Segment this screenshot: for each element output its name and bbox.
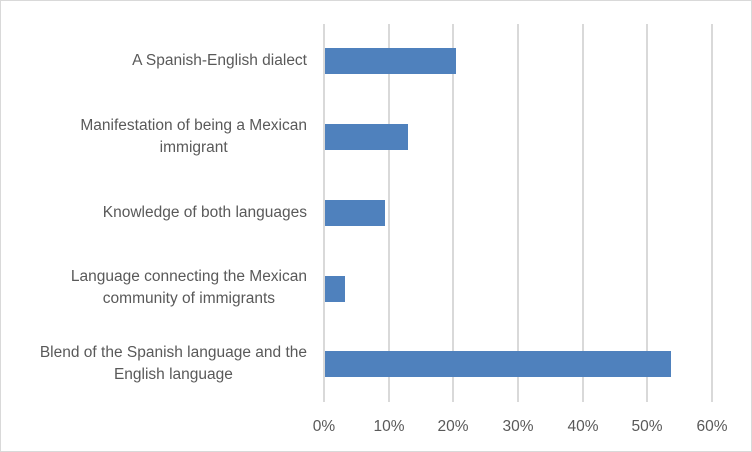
category-label-text: Language connecting the Mexican communit…: [71, 266, 307, 310]
label-line: Blend of the Spanish language and the: [39, 344, 307, 361]
gridline-20: [452, 24, 454, 402]
label-line: English language: [113, 366, 233, 383]
category-label-text: Manifestation of being a Mexican immigra…: [80, 115, 307, 159]
gridline-0: [323, 24, 325, 402]
category-label-text: Knowledge of both languages: [102, 204, 307, 221]
x-tick-label: 40%: [567, 418, 599, 435]
x-tick-label: 10%: [373, 418, 405, 435]
gridline-30: [517, 24, 519, 402]
category-label-text: Blend of the Spanish language and the En…: [40, 342, 307, 386]
gridline-40: [582, 24, 584, 402]
gridline-10: [388, 24, 390, 402]
label-line: Manifestation of being a Mexican: [80, 117, 307, 134]
x-tick-label: 60%: [696, 418, 728, 435]
label-line: Language connecting the Mexican: [70, 268, 307, 285]
bar-manifestation-mexican-immigrant: [325, 124, 408, 150]
x-tick-label: 0%: [312, 418, 336, 435]
bar-knowledge-both-languages: [325, 200, 385, 226]
label-line: immigrant: [159, 139, 228, 156]
category-label-text: A Spanish-English dialect: [132, 52, 307, 69]
gridline-60: [711, 24, 713, 402]
category-label: A Spanish-English dialect: [7, 50, 307, 72]
category-label: Language connecting the Mexican communit…: [7, 266, 307, 310]
category-label: Manifestation of being a Mexican immigra…: [7, 115, 307, 159]
gridline-50: [646, 24, 648, 402]
x-tick-label: 30%: [502, 418, 534, 435]
bar-spanish-english-dialect: [325, 48, 456, 74]
category-label: Blend of the Spanish language and the En…: [7, 342, 307, 386]
bar-blend-spanish-english: [325, 351, 671, 377]
category-label: Knowledge of both languages: [7, 202, 307, 224]
label-line: community of immigrants: [102, 290, 276, 307]
x-tick-label: 20%: [437, 418, 469, 435]
x-tick-label: 50%: [631, 418, 663, 435]
bar-language-connecting-community: [325, 276, 345, 302]
